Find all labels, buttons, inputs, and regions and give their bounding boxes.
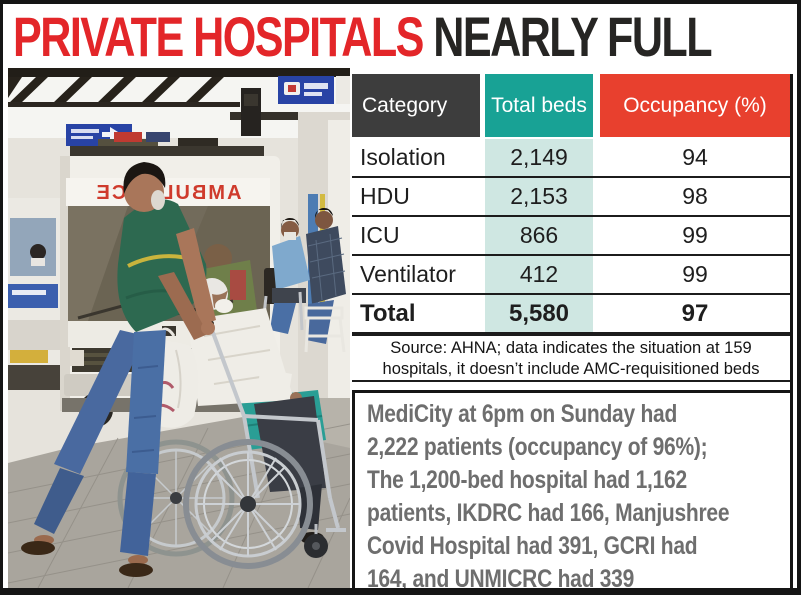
body-note-line4: patients, IKDRC had 166, Manjushree (367, 499, 730, 527)
cell-total-beds: 412 (485, 256, 593, 293)
data-panel: Category Total beds Occupancy (%) 2,149 … (352, 74, 793, 588)
wheelchair-frame (183, 320, 346, 569)
headline-part2: NEARLY FULL (422, 5, 712, 68)
cell-category: ICU (360, 222, 400, 248)
pharmacy-sign (278, 76, 350, 104)
source-note: Source: AHNA; data indicates the situati… (352, 334, 790, 382)
cell-occupancy: 99 (682, 261, 708, 287)
body-note-line3: The 1,200-bed hospital had 1,162 (367, 466, 687, 494)
cell-total-beds: 5,580 (485, 295, 593, 332)
body-note: MediCity at 6pm on Sunday had 2,222 pati… (352, 390, 790, 590)
cell-total-beds: 2,153 (485, 178, 593, 215)
table-row-ventilator: 412 Ventilator 99 (352, 256, 790, 295)
table-row-icu: 866 ICU 99 (352, 217, 790, 256)
cell-category: Total (360, 300, 416, 327)
headline-part1: PRIVATE HOSPITALS (13, 5, 424, 68)
source-note-line2: hospitals, it doesn’t include AMC-requis… (382, 360, 760, 378)
canopy-structure (8, 68, 350, 136)
cell-total-beds: 2,149 (485, 139, 593, 176)
cell-total-beds: 866 (485, 217, 593, 254)
headline: PRIVATE HOSPITALS NEARLY FULL (13, 5, 713, 68)
cell-occupancy: 99 (682, 222, 708, 248)
body-note-line2: 2,222 patients (occupancy of 96%); (367, 433, 708, 461)
cell-category: Isolation (360, 144, 446, 170)
table-row-hdu: 2,153 HDU 98 (352, 178, 790, 217)
hospital-entrance-photo: AMBULANCE (8, 68, 350, 588)
source-note-line1: Source: AHNA; data indicates the situati… (390, 339, 752, 357)
column-header-total-beds: Total beds (485, 74, 593, 137)
body-note-line1: MediCity at 6pm on Sunday had (367, 400, 678, 428)
table-row-isolation: 2,149 Isolation 94 (352, 139, 790, 178)
column-header-occupancy: Occupancy (%) (600, 74, 790, 137)
body-note-line5: Covid Hospital had 391, GCRI had (367, 532, 698, 560)
photo-illustration: AMBULANCE (8, 68, 350, 588)
column-header-category: Category (352, 74, 480, 137)
table-header: Category Total beds Occupancy (%) (352, 74, 790, 137)
cell-occupancy: 98 (682, 183, 708, 209)
cell-category: HDU (360, 183, 410, 209)
table-row-total: 5,580 Total 97 (352, 295, 790, 334)
body-note-line6: 164, and UNMICRC had 339 (367, 565, 635, 590)
cell-category: Ventilator (360, 261, 456, 287)
cell-occupancy: 97 (681, 300, 709, 327)
second-ambulance (8, 198, 62, 390)
waiting-patients (260, 207, 346, 353)
cell-occupancy: 94 (682, 144, 708, 170)
caregiver (21, 162, 216, 577)
